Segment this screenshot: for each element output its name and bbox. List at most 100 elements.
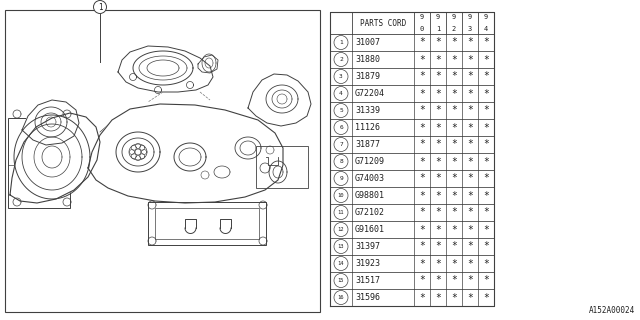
Text: *: * [483, 225, 489, 235]
Text: *: * [419, 71, 425, 82]
Text: *: * [419, 242, 425, 252]
Text: G91601: G91601 [355, 225, 385, 234]
Circle shape [334, 172, 348, 186]
Polygon shape [22, 100, 79, 145]
Circle shape [334, 291, 348, 305]
Text: *: * [451, 190, 457, 201]
Circle shape [334, 257, 348, 270]
Text: *: * [451, 276, 457, 285]
Text: *: * [483, 292, 489, 302]
Text: *: * [483, 89, 489, 99]
Text: *: * [435, 89, 441, 99]
Text: *: * [451, 156, 457, 166]
Text: *: * [451, 37, 457, 47]
Text: G74003: G74003 [355, 174, 385, 183]
Text: *: * [483, 54, 489, 65]
Text: *: * [451, 259, 457, 268]
Text: *: * [483, 106, 489, 116]
Text: *: * [467, 259, 473, 268]
Text: *: * [419, 140, 425, 149]
Text: 9: 9 [339, 176, 343, 181]
Text: 7: 7 [339, 142, 343, 147]
Text: 11126: 11126 [355, 123, 380, 132]
Text: 12: 12 [338, 227, 344, 232]
Text: *: * [435, 190, 441, 201]
Text: *: * [435, 156, 441, 166]
Text: *: * [435, 37, 441, 47]
Text: 0: 0 [420, 26, 424, 32]
Text: *: * [467, 190, 473, 201]
Text: *: * [467, 54, 473, 65]
Text: 31923: 31923 [355, 259, 380, 268]
Circle shape [334, 155, 348, 169]
Text: 31397: 31397 [355, 242, 380, 251]
Circle shape [334, 239, 348, 253]
Text: 10: 10 [338, 193, 344, 198]
Text: *: * [419, 173, 425, 183]
Text: *: * [435, 123, 441, 132]
Text: *: * [419, 259, 425, 268]
Text: 4: 4 [339, 91, 343, 96]
Circle shape [334, 121, 348, 134]
Circle shape [334, 36, 348, 50]
Text: PARTS CORD: PARTS CORD [360, 19, 406, 28]
Text: *: * [435, 207, 441, 218]
Text: 2: 2 [452, 26, 456, 32]
Text: *: * [419, 276, 425, 285]
Text: *: * [435, 140, 441, 149]
Text: *: * [483, 123, 489, 132]
Text: *: * [419, 190, 425, 201]
Text: *: * [451, 292, 457, 302]
Text: 9: 9 [452, 14, 456, 20]
Text: *: * [483, 140, 489, 149]
Text: *: * [419, 54, 425, 65]
Text: *: * [483, 190, 489, 201]
Text: *: * [451, 173, 457, 183]
Bar [330, 136, 494, 153]
Text: *: * [419, 106, 425, 116]
Text: 31517: 31517 [355, 276, 380, 285]
FancyBboxPatch shape [256, 146, 308, 188]
Text: 11: 11 [338, 210, 344, 215]
Text: 9: 9 [468, 14, 472, 20]
Text: 9: 9 [436, 14, 440, 20]
Text: *: * [467, 89, 473, 99]
Text: *: * [483, 259, 489, 268]
Text: 5: 5 [339, 108, 343, 113]
Text: *: * [467, 173, 473, 183]
Text: 31339: 31339 [355, 106, 380, 115]
Text: *: * [483, 207, 489, 218]
Text: 3: 3 [339, 74, 343, 79]
Circle shape [334, 103, 348, 117]
Text: G72102: G72102 [355, 208, 385, 217]
Text: 15: 15 [338, 278, 344, 283]
Text: *: * [451, 106, 457, 116]
Text: *: * [435, 242, 441, 252]
Text: 31879: 31879 [355, 72, 380, 81]
Text: *: * [467, 71, 473, 82]
Text: *: * [467, 242, 473, 252]
Text: *: * [467, 37, 473, 47]
Polygon shape [88, 104, 283, 203]
Text: 3: 3 [468, 26, 472, 32]
Text: *: * [467, 207, 473, 218]
Bar [5, 10, 320, 312]
Text: *: * [419, 292, 425, 302]
Text: A152A00024: A152A00024 [589, 306, 635, 315]
Text: 8: 8 [339, 159, 343, 164]
Text: 1: 1 [98, 3, 102, 12]
Text: *: * [419, 225, 425, 235]
Text: 1: 1 [436, 26, 440, 32]
Polygon shape [118, 46, 213, 92]
Bar [330, 221, 494, 238]
Text: *: * [483, 156, 489, 166]
Circle shape [334, 188, 348, 203]
Text: *: * [435, 292, 441, 302]
Bar [330, 85, 494, 102]
Bar [330, 170, 494, 187]
FancyBboxPatch shape [155, 208, 259, 239]
Text: *: * [451, 54, 457, 65]
Text: G72204: G72204 [355, 89, 385, 98]
Text: *: * [483, 71, 489, 82]
Text: *: * [451, 71, 457, 82]
